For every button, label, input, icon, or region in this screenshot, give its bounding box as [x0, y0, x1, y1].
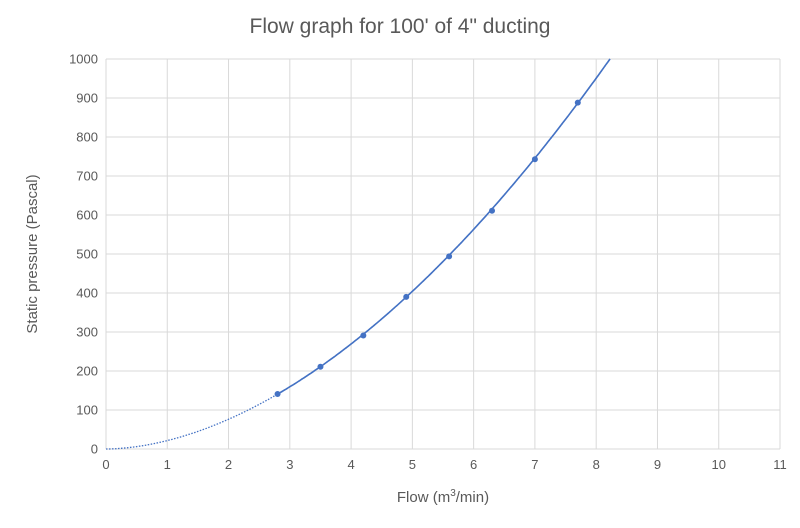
data-point: [274, 391, 281, 398]
x-tick-label: 4: [347, 457, 354, 472]
y-tick-label: 0: [91, 442, 98, 457]
x-tick-label: 1: [164, 457, 171, 472]
x-tick-label: 10: [711, 457, 725, 472]
x-tick-label: 11: [773, 457, 787, 472]
x-axis-ticks: 0 1 2 3 4 5 6 7 8 9 10 11: [102, 457, 786, 472]
data-point: [531, 156, 538, 163]
data-points: [274, 99, 581, 398]
data-point: [317, 363, 324, 370]
y-axis-label: Static pressure (Pascal): [24, 174, 41, 333]
x-tick-label: 7: [531, 457, 538, 472]
data-point: [446, 253, 453, 260]
y-tick-label: 100: [76, 403, 98, 418]
y-tick-label: 400: [76, 286, 98, 301]
y-tick-label: 300: [76, 325, 98, 340]
y-tick-label: 700: [76, 169, 98, 184]
x-tick-label: 6: [470, 457, 477, 472]
y-tick-label: 900: [76, 91, 98, 106]
x-tick-label: 3: [286, 457, 293, 472]
x-tick-label: 5: [409, 457, 416, 472]
gridlines: [105, 58, 781, 450]
x-tick-label: 9: [654, 457, 661, 472]
series-line: [277, 58, 611, 395]
data-point: [574, 99, 581, 106]
x-tick-label: 2: [225, 457, 232, 472]
y-tick-label: 1000: [69, 52, 98, 67]
data-point: [403, 293, 410, 300]
x-axis-label: Flow (m3/min): [397, 488, 489, 506]
y-tick-label: 600: [76, 208, 98, 223]
data-point: [360, 332, 367, 339]
y-axis-ticks: 0 100 200 300 400 500 600 700 800 900 1000: [69, 52, 98, 457]
x-tick-label: 0: [102, 457, 109, 472]
y-tick-label: 500: [76, 247, 98, 262]
x-tick-label: 8: [593, 457, 600, 472]
chart-title: Flow graph for 100' of 4" ducting: [250, 15, 551, 38]
y-tick-label: 200: [76, 364, 98, 379]
y-tick-label: 800: [76, 130, 98, 145]
data-point: [489, 207, 496, 214]
